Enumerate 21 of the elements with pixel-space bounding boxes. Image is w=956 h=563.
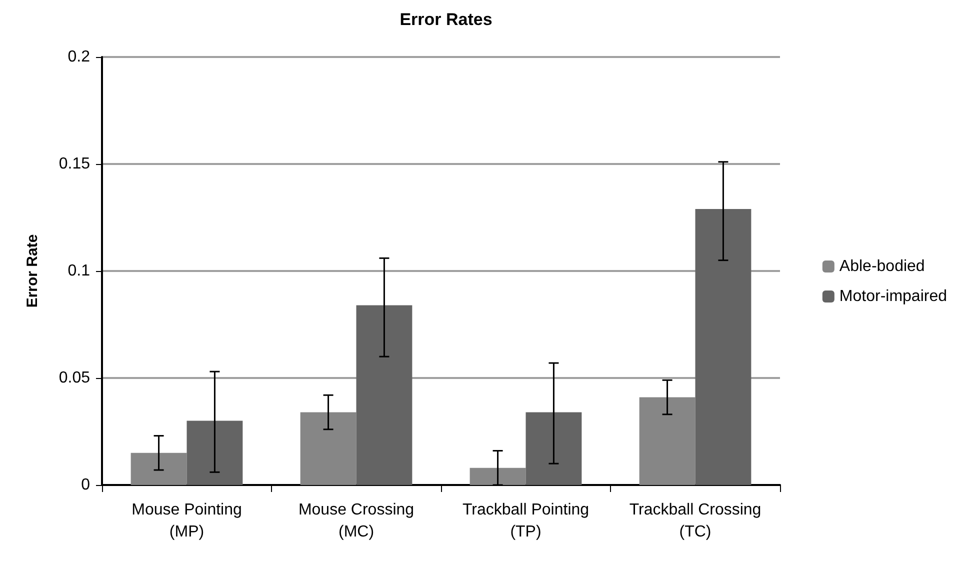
x-tick-label: Trackball Pointing (TP) xyxy=(462,502,590,540)
y-tick-label: 0.1 xyxy=(68,262,90,280)
y-tick-label: 0.2 xyxy=(68,48,90,66)
bar xyxy=(186,420,243,485)
x-tick-label: Mouse Pointing (MP) xyxy=(132,502,242,540)
bar xyxy=(470,468,526,485)
y-tick-label: 0 xyxy=(81,476,90,494)
x-tick-label: Mouse Crossing (MC) xyxy=(298,502,414,540)
bar xyxy=(300,412,356,485)
y-tick-label: 0.05 xyxy=(58,370,90,386)
x-tick-label: Trackball Crossing (TC) xyxy=(629,502,762,540)
y-axis-title: Error Rate xyxy=(24,234,41,308)
bar xyxy=(695,208,752,485)
bar xyxy=(639,397,696,485)
legend-label: Able-bodied xyxy=(839,258,925,275)
chart-title: Error Rates xyxy=(400,10,492,29)
y-tick-label: 0.15 xyxy=(58,156,90,172)
bar xyxy=(130,452,187,485)
bar xyxy=(356,305,412,485)
bar xyxy=(526,412,582,485)
legend-label: Motor-impaired xyxy=(839,288,948,305)
